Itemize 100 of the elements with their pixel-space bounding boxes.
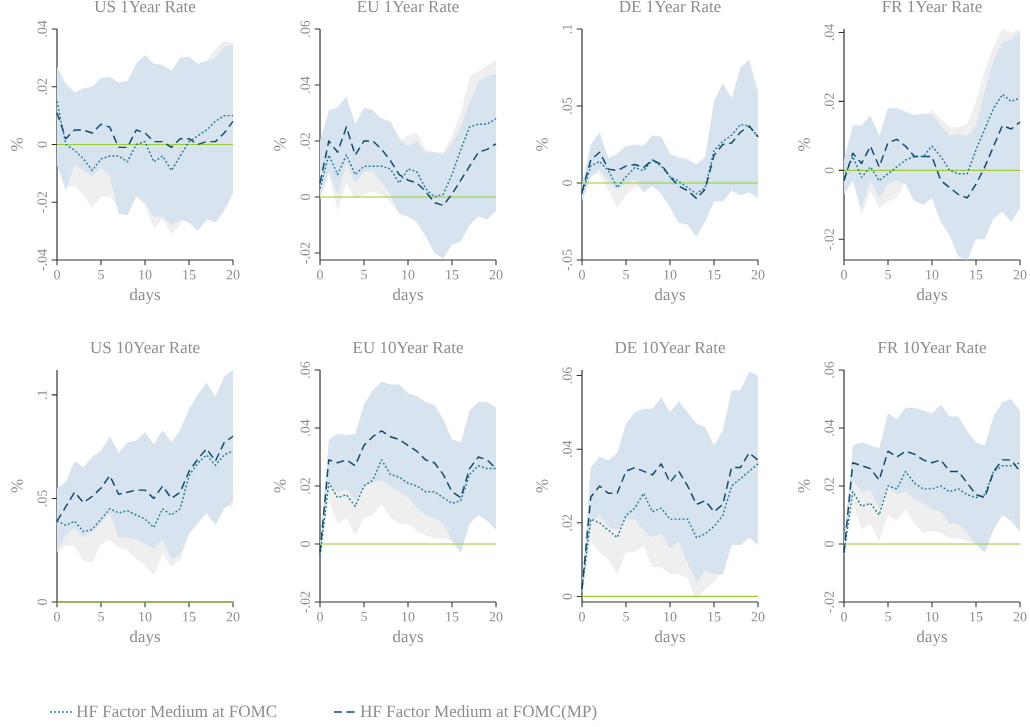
x-tick-label: 15: [708, 612, 721, 622]
x-tick-label: 5: [98, 612, 104, 622]
x-tick-label: 10: [139, 612, 152, 622]
legend-label: HF Factor Medium at FOMC(MP): [360, 705, 597, 721]
x-tick-label: 15: [970, 612, 983, 622]
x-tick-label: 5: [361, 270, 367, 280]
y-axis-title: %: [11, 479, 23, 493]
x-tick-label: 5: [623, 270, 629, 280]
x-axis-title: days: [916, 288, 948, 304]
x-tick-label: 5: [98, 270, 104, 280]
line-series: [56, 435, 234, 522]
x-tick-label: 15: [446, 612, 459, 622]
y-tick-label: .02: [562, 514, 572, 531]
x-tick-label: 15: [970, 270, 983, 280]
y-tick-label: .02: [824, 478, 834, 494]
legend-label: HF Factor Medium at FOMC: [76, 705, 277, 718]
x-tick-label: 0: [54, 612, 60, 622]
y-tick-label: .02: [300, 133, 310, 149]
chart-title: DE 10Year Rate: [614, 341, 725, 354]
x-tick-label: 10: [402, 270, 415, 280]
y-tick-label: 0: [824, 541, 834, 547]
y-tick-label: .06: [300, 361, 310, 378]
x-tick-label: 0: [54, 270, 60, 280]
y-tick-label: .1: [37, 390, 47, 400]
line-series: [56, 100, 234, 172]
x-tick-label: 0: [579, 270, 585, 280]
x-tick-label: 20: [751, 612, 765, 622]
y-axis-title: %: [536, 479, 548, 493]
chart-title: FR 1Year Rate: [882, 0, 982, 13]
y-tick-label: .04: [562, 440, 572, 457]
y-axis-title: %: [274, 479, 286, 493]
x-tick-label: 20: [226, 270, 240, 280]
y-tick-label: -.02: [37, 191, 47, 213]
chart-title: US 1Year Rate: [94, 0, 196, 13]
x-tick-label: 10: [926, 270, 939, 280]
y-tick-label: .05: [37, 490, 47, 507]
x-tick-label: 15: [183, 270, 196, 280]
x-tick-label: 15: [708, 270, 721, 280]
x-tick-label: 5: [623, 612, 629, 622]
line-series: [56, 112, 234, 149]
x-tick-label: 20: [1013, 270, 1027, 280]
x-tick-label: 20: [489, 612, 503, 622]
x-tick-label: 10: [139, 270, 152, 280]
y-tick-label: .04: [824, 419, 834, 436]
y-tick-label: 0: [37, 599, 47, 605]
line-series: [319, 126, 497, 207]
x-tick-label: 10: [664, 270, 677, 280]
y-tick-label: 0: [562, 593, 572, 600]
x-tick-label: 20: [226, 612, 240, 622]
chart-title: US 10Year Rate: [90, 341, 200, 354]
y-axis-title: %: [11, 137, 23, 152]
y-tick-label: -.02: [300, 591, 310, 613]
line-series: [56, 450, 234, 533]
y-tick-label: -.05: [562, 249, 572, 271]
y-tick-label: .04: [300, 419, 310, 436]
y-tick-label: .04: [824, 23, 834, 41]
chart-title: EU 1Year Rate: [357, 0, 459, 13]
y-tick-label: 0: [562, 180, 572, 186]
x-tick-label: 0: [579, 612, 585, 622]
y-tick-label: 0: [37, 141, 47, 148]
y-tick-label: .04: [300, 76, 310, 93]
y-tick-label: 0: [824, 167, 834, 174]
y-tick-label: .02: [300, 478, 310, 494]
y-axis-title: %: [798, 479, 810, 493]
y-axis-title: %: [274, 137, 286, 152]
x-tick-label: 15: [183, 612, 196, 622]
y-tick-label: .02: [37, 78, 47, 95]
x-axis-title: days: [129, 630, 161, 646]
x-tick-label: 5: [885, 270, 891, 280]
x-tick-label: 20: [751, 270, 765, 280]
y-tick-label: .04: [37, 20, 47, 37]
y-tick-label: .1: [562, 24, 572, 34]
x-tick-label: 5: [361, 612, 367, 622]
y-tick-label: -.02: [824, 228, 834, 250]
y-tick-label: .06: [562, 367, 572, 384]
x-tick-label: 10: [402, 612, 415, 622]
x-tick-label: 0: [317, 612, 323, 622]
y-tick-label: .06: [300, 20, 310, 37]
chart-title: EU 10Year Rate: [352, 341, 463, 354]
x-axis-title: days: [654, 288, 686, 304]
y-tick-label: -.04: [37, 249, 47, 271]
y-tick-label: 0: [300, 541, 310, 547]
x-axis-title: days: [392, 630, 424, 646]
x-tick-label: 20: [1013, 612, 1027, 622]
y-tick-label: -.02: [300, 242, 310, 264]
y-tick-label: .06: [824, 361, 834, 378]
x-axis-title: days: [654, 630, 686, 646]
y-tick-label: -.02: [824, 591, 834, 613]
x-tick-label: 5: [885, 612, 891, 622]
y-axis-title: %: [536, 137, 548, 152]
y-tick-label: 0: [300, 194, 310, 200]
x-tick-label: 10: [926, 612, 939, 622]
x-axis-title: days: [916, 630, 948, 646]
y-axis-title: %: [798, 137, 810, 152]
x-tick-label: 0: [841, 612, 847, 622]
chart-title: FR 10Year Rate: [877, 341, 986, 354]
chart-title: DE 1Year Rate: [619, 0, 721, 13]
x-axis-title: days: [129, 288, 161, 304]
x-tick-label: 0: [317, 270, 323, 280]
y-tick-label: .05: [562, 97, 572, 114]
